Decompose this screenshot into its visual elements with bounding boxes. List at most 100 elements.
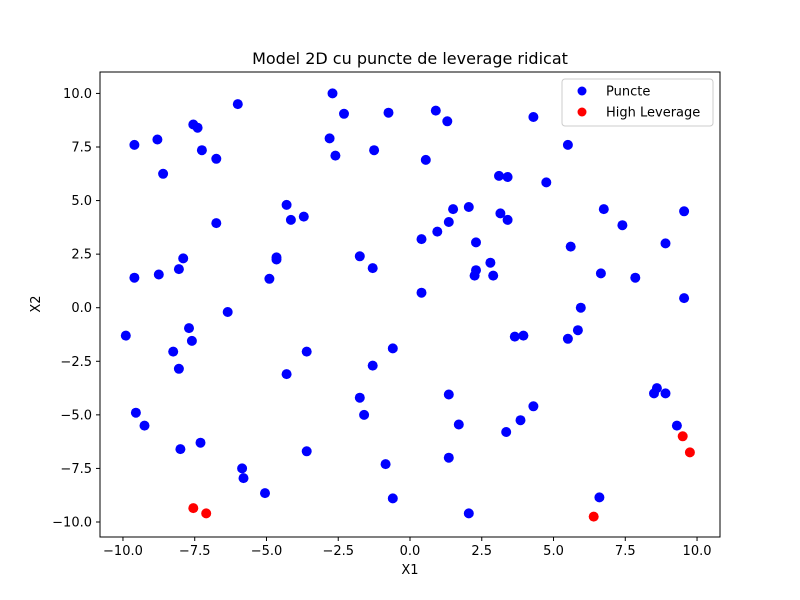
data-point-puncte bbox=[420, 154, 431, 165]
data-point-puncte bbox=[354, 251, 365, 262]
data-point-puncte bbox=[196, 145, 207, 156]
data-point-high-leverage bbox=[188, 503, 199, 514]
points-layer bbox=[120, 88, 695, 522]
data-point-puncte bbox=[442, 116, 453, 127]
data-point-puncte bbox=[383, 107, 394, 118]
data-point-puncte bbox=[301, 446, 312, 457]
y-axis-label: X2 bbox=[29, 295, 44, 312]
data-point-puncte bbox=[443, 389, 454, 400]
data-point-puncte bbox=[153, 269, 164, 280]
y-axis-ticks: −10.0 −7.5 −5.0 −2.5 0.0 2.5 5.0 7.5 10.0 bbox=[52, 87, 100, 531]
data-point-puncte bbox=[129, 272, 140, 283]
legend-frame bbox=[561, 78, 714, 127]
y-tick-label: −2.5 bbox=[60, 355, 92, 370]
chart-title: Model 2D cu puncte de leverage ridicat bbox=[252, 49, 568, 68]
data-point-puncte bbox=[485, 257, 496, 268]
data-point-puncte bbox=[195, 437, 206, 448]
data-point-puncte bbox=[120, 330, 131, 341]
data-point-puncte bbox=[192, 122, 203, 133]
data-point-puncte bbox=[298, 211, 309, 222]
data-point-puncte bbox=[594, 492, 605, 503]
data-point-puncte bbox=[528, 112, 539, 122]
data-point-puncte bbox=[222, 307, 233, 317]
y-tick-label: −5.0 bbox=[60, 408, 92, 423]
x-tick-label: −2.5 bbox=[322, 544, 354, 559]
data-point-puncte bbox=[448, 204, 459, 215]
data-point-puncte bbox=[494, 170, 504, 181]
data-point-puncte bbox=[130, 407, 141, 418]
x-axis-label: X1 bbox=[401, 563, 418, 578]
data-point-puncte bbox=[175, 444, 186, 455]
data-point-puncte bbox=[359, 409, 370, 420]
data-point-puncte bbox=[515, 415, 526, 426]
data-point-puncte bbox=[595, 268, 606, 279]
data-point-puncte bbox=[562, 139, 573, 150]
data-point-puncte bbox=[502, 172, 513, 182]
data-point-puncte bbox=[327, 88, 338, 99]
data-point-high-leverage bbox=[677, 431, 688, 442]
data-point-puncte bbox=[324, 133, 335, 144]
data-point-puncte bbox=[598, 204, 609, 215]
data-point-puncte bbox=[430, 105, 441, 116]
data-point-high-leverage bbox=[684, 447, 695, 458]
data-point-high-leverage bbox=[201, 508, 212, 519]
data-point-puncte bbox=[232, 99, 243, 110]
x-tick-label: −10.0 bbox=[103, 544, 143, 559]
data-point-puncte bbox=[416, 287, 427, 298]
data-point-puncte bbox=[469, 270, 480, 281]
data-point-puncte bbox=[617, 220, 628, 231]
data-point-puncte bbox=[509, 331, 520, 342]
data-point-puncte bbox=[260, 488, 270, 499]
data-point-puncte bbox=[416, 234, 427, 245]
data-point-puncte bbox=[463, 508, 474, 519]
x-tick-label: −7.5 bbox=[179, 544, 211, 559]
data-point-puncte bbox=[649, 388, 659, 399]
x-tick-label: 2.5 bbox=[471, 544, 492, 559]
data-point-puncte bbox=[178, 253, 189, 264]
data-point-puncte bbox=[129, 139, 140, 150]
data-point-puncte bbox=[367, 263, 378, 274]
y-tick-label: −7.5 bbox=[60, 462, 92, 477]
data-point-puncte bbox=[443, 217, 454, 227]
data-point-puncte bbox=[380, 459, 391, 470]
data-point-puncte bbox=[173, 363, 184, 374]
data-point-puncte bbox=[463, 202, 474, 212]
data-point-puncte bbox=[387, 493, 398, 504]
x-axis-ticks: −10.0 −7.5 −5.0 −2.5 0.0 2.5 5.0 7.5 10.0 bbox=[103, 537, 712, 559]
data-point-puncte bbox=[264, 273, 275, 284]
data-point-puncte bbox=[387, 343, 398, 354]
data-point-puncte bbox=[541, 177, 552, 188]
data-point-puncte bbox=[158, 168, 169, 179]
data-point-puncte bbox=[671, 420, 682, 431]
legend-label-puncte: Puncte bbox=[606, 85, 650, 100]
data-point-puncte bbox=[281, 369, 292, 380]
data-point-puncte bbox=[186, 335, 197, 346]
y-tick-label: 5.0 bbox=[71, 194, 92, 209]
data-point-puncte bbox=[184, 323, 194, 334]
legend-marker-high-leverage bbox=[577, 107, 587, 117]
data-point-puncte bbox=[679, 293, 690, 304]
data-point-puncte bbox=[211, 218, 222, 229]
data-point-puncte bbox=[367, 360, 378, 371]
data-point-puncte bbox=[565, 241, 576, 252]
data-point-puncte bbox=[301, 346, 312, 357]
y-tick-label: 10.0 bbox=[63, 87, 92, 102]
data-point-puncte bbox=[660, 388, 671, 399]
data-point-puncte bbox=[528, 401, 539, 412]
y-tick-label: 0.0 bbox=[71, 301, 92, 316]
data-point-puncte bbox=[660, 238, 671, 249]
data-point-puncte bbox=[562, 333, 573, 344]
data-point-puncte bbox=[271, 254, 282, 265]
x-tick-label: 0.0 bbox=[400, 544, 421, 559]
x-tick-label: 5.0 bbox=[543, 544, 564, 559]
data-point-puncte bbox=[495, 208, 506, 219]
data-point-puncte bbox=[330, 150, 341, 161]
data-point-puncte bbox=[572, 325, 583, 336]
data-point-puncte bbox=[518, 330, 529, 341]
data-point-puncte bbox=[168, 346, 179, 357]
data-point-puncte bbox=[237, 463, 248, 474]
data-point-puncte bbox=[281, 199, 292, 210]
data-point-puncte bbox=[211, 153, 222, 164]
data-point-puncte bbox=[369, 145, 380, 156]
